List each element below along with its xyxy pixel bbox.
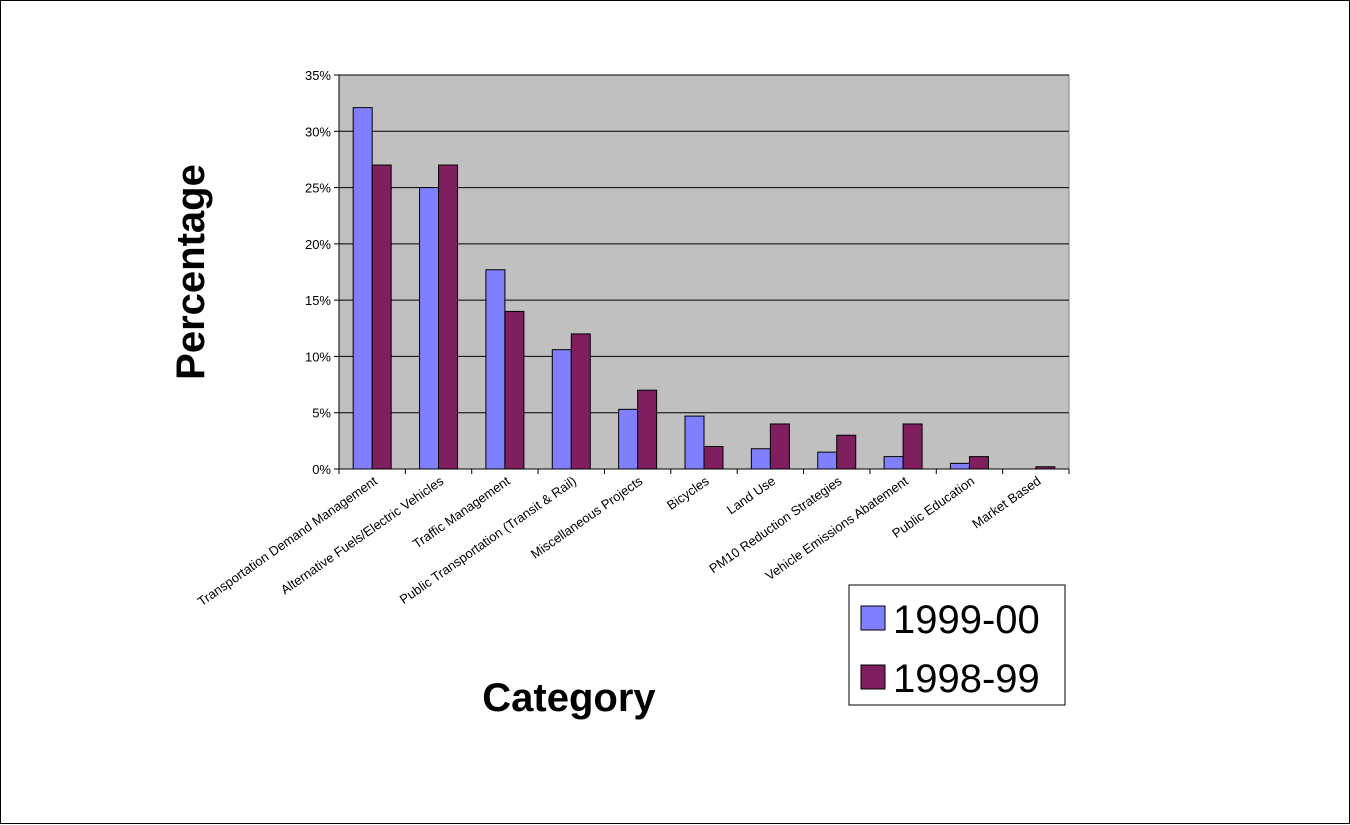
bar-1999-00-4	[618, 408, 639, 470]
y-tick-label: 30%	[305, 124, 331, 139]
y-tick-label: 25%	[305, 181, 331, 196]
x-tick-label: Market Based	[969, 473, 1043, 531]
y-tick-labels: 0% 5% 10% 15% 20% 25% 30% 35%	[305, 68, 339, 477]
y-tick-label: 20%	[305, 237, 331, 252]
legend-label-1998-99: 1998-99	[893, 657, 1040, 701]
bar-1998-99-8	[902, 423, 923, 470]
bar-1999-00-5	[684, 415, 705, 470]
legend: 1999-00 1998-99	[848, 584, 1066, 706]
y-axis-title: Percentage	[169, 164, 213, 380]
bar-1999-00-7	[817, 451, 838, 470]
y-tick-label: 0%	[312, 462, 331, 477]
bar-1999-00-9	[949, 462, 970, 470]
bar-1998-99-0	[371, 164, 392, 470]
bar-1998-99-9	[968, 456, 989, 470]
y-tick-label: 35%	[305, 68, 331, 83]
bar-1999-00-8	[883, 456, 904, 470]
bar-1999-00-3	[551, 349, 572, 470]
bars	[352, 107, 1056, 470]
gridlines	[339, 74, 1069, 414]
bar-1998-99-7	[836, 434, 857, 470]
x-tick-label: Miscellaneous Projects	[528, 473, 646, 562]
y-tick-label: 10%	[305, 349, 331, 364]
bar-1999-00-1	[419, 187, 440, 470]
y-tick-label: 5%	[312, 406, 331, 421]
plot-area	[338, 74, 1070, 470]
bar-1998-99-6	[769, 423, 790, 470]
y-tick-label: 15%	[305, 293, 331, 308]
bar-1999-00-2	[485, 269, 506, 470]
legend-swatch-1999-00	[860, 605, 886, 631]
bar-1998-99-1	[438, 164, 459, 470]
bar-1998-99-4	[637, 389, 658, 470]
bar-1999-00-0	[352, 107, 373, 470]
bar-1999-00-6	[750, 448, 771, 470]
bar-1998-99-3	[570, 333, 591, 470]
bar-1998-99-5	[703, 445, 724, 470]
x-tick-label: Bicycles	[664, 473, 712, 513]
legend-swatch-1998-99	[860, 664, 886, 690]
bar-1998-99-2	[504, 310, 525, 470]
x-tick-label: Land Use	[724, 473, 778, 517]
legend-label-1999-00: 1999-00	[893, 598, 1040, 642]
x-axis-title: Category	[482, 676, 656, 720]
